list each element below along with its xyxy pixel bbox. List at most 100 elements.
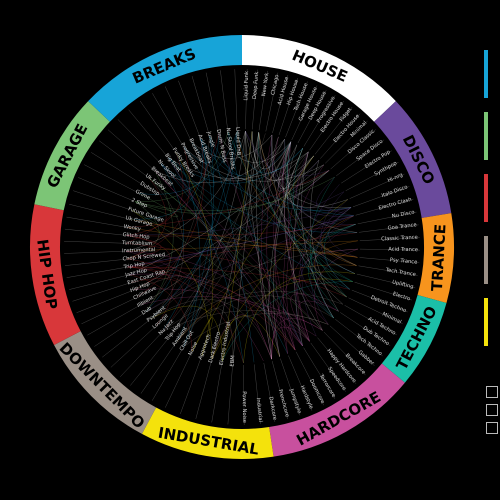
connection-line xyxy=(167,157,244,364)
connection-line xyxy=(167,157,358,234)
subgenre-tick xyxy=(359,257,420,264)
subgenre-tick xyxy=(234,69,238,130)
connection-line xyxy=(271,134,344,305)
connection-line xyxy=(129,274,193,352)
connection-line xyxy=(273,148,303,357)
connection-line xyxy=(314,248,359,331)
subgenre-label: Italo Disco xyxy=(381,184,409,199)
connection-line xyxy=(150,131,238,320)
connection-line xyxy=(218,133,296,351)
connection-line xyxy=(287,141,357,266)
connection-line xyxy=(301,184,340,337)
connection-line xyxy=(313,240,358,298)
connection-line xyxy=(150,155,314,320)
subgenre-tick xyxy=(252,69,258,130)
connection-line xyxy=(145,135,210,312)
connection-line xyxy=(245,130,347,298)
legend-glyph-icon xyxy=(486,386,498,398)
connection-line xyxy=(290,293,339,342)
subgenre-tick xyxy=(102,319,150,358)
connection-line xyxy=(237,131,303,174)
genre-segment-garage xyxy=(34,101,110,211)
subgenre-tick xyxy=(309,100,345,151)
connection-line xyxy=(160,163,288,354)
subgenre-tick xyxy=(272,74,289,134)
connection-line xyxy=(145,248,358,313)
connection-line xyxy=(160,163,351,290)
connection-line xyxy=(211,132,260,360)
legend-glyph-icon xyxy=(486,404,498,416)
connection-line xyxy=(222,281,353,362)
subgenre-tick xyxy=(340,312,391,346)
subgenre-tick xyxy=(359,224,419,233)
subgenre-tick xyxy=(341,150,392,184)
connection-line xyxy=(131,278,183,332)
subgenre-tick xyxy=(128,109,168,157)
connection-line xyxy=(175,264,357,343)
connection-line xyxy=(175,295,334,343)
subgenre-tick xyxy=(265,72,279,132)
connection-line xyxy=(175,151,201,348)
connection-line xyxy=(162,131,238,332)
subgenre-tick xyxy=(64,259,125,266)
connection-line xyxy=(162,141,292,332)
connection-line xyxy=(168,151,309,179)
subgenre-label: Frenchcore xyxy=(277,389,290,418)
connection-line xyxy=(126,235,171,291)
connection-line xyxy=(328,207,358,258)
connection-line xyxy=(258,132,357,266)
legend-color-bar xyxy=(484,236,488,284)
connection-line xyxy=(169,223,356,338)
connection-line xyxy=(141,296,323,331)
connection-line xyxy=(129,273,303,347)
connection-line xyxy=(126,240,358,252)
connection-line xyxy=(183,138,213,348)
connection-line xyxy=(222,131,253,362)
subgenre-tick xyxy=(303,95,336,147)
connection-line xyxy=(245,130,354,217)
connection-line xyxy=(135,193,179,218)
connection-line xyxy=(314,199,348,319)
subgenre-tick xyxy=(288,355,313,411)
subgenre-label: Chicago xyxy=(270,74,280,96)
subgenre-tick xyxy=(72,282,130,302)
subgenre-tick xyxy=(278,77,299,136)
subgenre-label: Industrial xyxy=(255,398,263,423)
connection-line xyxy=(135,131,229,202)
genre-segment-breaks xyxy=(88,35,242,122)
connection-line xyxy=(127,266,296,351)
subgenre-tick xyxy=(285,81,308,138)
subgenre-tick xyxy=(330,129,376,170)
connection-line xyxy=(127,227,358,258)
genre-segment-hardcore xyxy=(269,363,405,457)
subgenre-label: Hi-nrg xyxy=(387,172,404,184)
connection-line xyxy=(267,136,292,181)
subgenre-tick xyxy=(356,273,416,289)
subgenre-tick xyxy=(335,319,383,357)
connection-line xyxy=(135,176,335,212)
connection-line xyxy=(200,138,292,177)
connection-line xyxy=(282,151,309,354)
genre-segment-hip-hop xyxy=(30,204,81,346)
connection-line xyxy=(200,138,354,217)
subgenre-label: Deep Funk xyxy=(252,71,260,99)
subgenre-tick xyxy=(139,100,175,151)
connection-line xyxy=(293,151,309,346)
connection-line xyxy=(258,132,353,282)
connection-line xyxy=(134,275,182,305)
connection-line xyxy=(296,151,356,225)
subgenre-label: Psy Trance xyxy=(390,257,418,265)
subgenre-tick xyxy=(81,297,136,325)
genre-label: TRANCE xyxy=(428,223,450,291)
subgenre-tick xyxy=(358,265,418,276)
subgenre-label: Jungle xyxy=(205,130,216,148)
subgenre-label: Turntablism xyxy=(121,240,152,247)
connection-line xyxy=(284,144,323,331)
subgenre-tick xyxy=(165,353,192,408)
connection-line xyxy=(321,215,357,266)
subgenre-tick xyxy=(220,70,228,130)
connection-line xyxy=(162,310,329,332)
connection-line xyxy=(167,147,303,184)
subgenre-tick xyxy=(120,332,162,377)
connection-line xyxy=(274,141,292,354)
